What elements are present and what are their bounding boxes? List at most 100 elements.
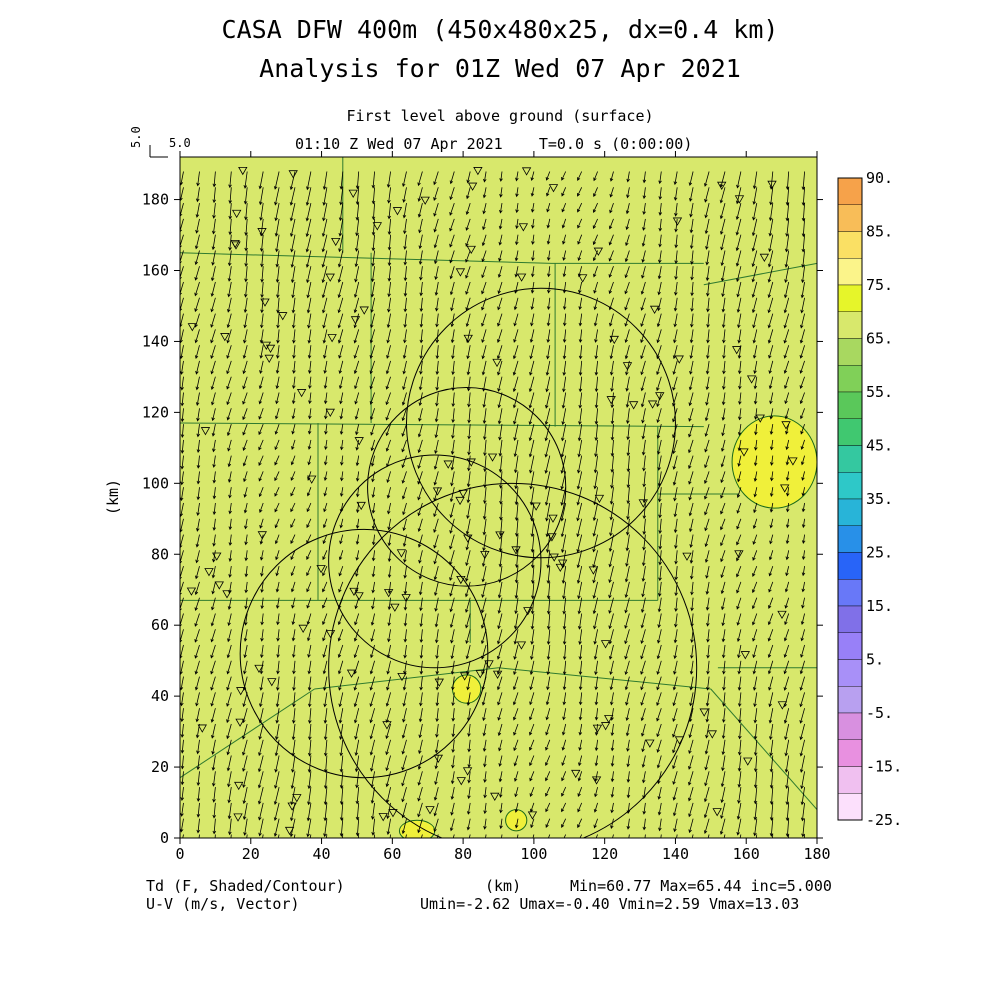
wind-vector [562,597,567,615]
wind-vector [560,502,567,522]
td-high-region [451,674,482,704]
wind-vector [385,755,391,772]
wind-vector [290,565,296,577]
wind-vector [258,408,264,420]
wind-vector [451,376,455,392]
wind-vector [180,771,185,786]
wind-vector [180,329,184,344]
wind-vector [403,629,408,643]
wind-vector [353,313,360,329]
county-boundary [179,252,704,264]
wind-vector [276,313,280,329]
wind-vector [402,360,407,375]
wind-vector [258,739,264,757]
wind-vector [307,787,312,806]
wind-vector [576,471,583,490]
wind-vector [371,250,375,267]
wind-vector [355,203,360,221]
colorbar-label: -15. [866,758,902,776]
wind-vector [275,692,280,708]
wind-vector [370,313,375,329]
wind-vector [277,834,280,838]
wind-vector [195,218,200,234]
wind-vector [402,171,407,188]
wind-vector [354,408,360,420]
wind-vector [385,376,391,390]
wind-vector [354,266,360,283]
wind-vector [322,534,328,545]
radar-range-ring [367,387,567,587]
wind-vector [450,644,455,660]
wind-vector [450,313,455,328]
wind-vector [194,345,200,360]
wind-vector [306,502,312,513]
wind-vector [180,534,184,549]
wind-vector [435,723,439,738]
wind-vector [514,786,519,798]
wind-vector [434,439,439,455]
wind-vector [275,250,280,268]
wind-vector [194,329,200,344]
colorbar-swatch [837,712,863,740]
wind-vector [242,360,248,375]
wind-vector [547,834,551,838]
wind-vector [546,187,551,197]
wind-vector [417,802,423,818]
wind-vector [402,518,407,532]
wind-vector [594,408,599,425]
wind-vector [257,755,264,773]
wind-vector [307,329,312,344]
wind-vector [433,234,439,249]
colorbar-swatch [837,498,863,526]
wind-vector [514,266,519,278]
wind-vector [243,297,248,314]
wind-vector [243,629,248,642]
wind-vector [369,692,375,708]
wind-vector [578,708,583,721]
wind-vector [180,787,185,802]
wind-vector [562,676,567,691]
wind-vector [354,723,360,740]
wind-vector [212,787,216,803]
wind-vector [243,471,248,483]
wind-vector [273,171,280,190]
wind-vector [561,771,567,782]
wind-vector [402,676,407,691]
wind-vector [228,566,232,578]
wind-vector [467,723,471,737]
county-boundary [703,262,818,286]
colorbar-swatch [837,739,863,767]
x-tick-label: 60 [383,845,401,863]
wind-vector [210,660,216,675]
wind-vector [258,392,264,405]
wind-vector [371,471,375,483]
wind-vector [496,329,503,343]
wind-vector [465,550,471,567]
wind-vector [545,708,551,721]
wind-vector [530,644,535,661]
wind-vector [450,297,455,312]
wind-vector [195,187,200,203]
wind-vector [562,281,567,294]
wind-vector [577,218,583,229]
wind-vector [212,203,216,219]
wind-vector [227,455,232,468]
wind-vector [274,487,280,497]
wind-vector [259,502,264,513]
wind-vector [322,313,328,329]
wind-vector [433,487,439,502]
wind-vector [577,234,583,245]
wind-vector [337,313,344,329]
wind-vector [211,234,216,251]
wind-vector [482,218,487,231]
wind-vector [417,755,423,770]
wind-vector [214,834,216,838]
wind-vector [401,755,407,771]
wind-vector [401,392,407,406]
wind-vector [339,755,344,773]
wind-vector [244,250,248,267]
wind-vector [561,802,567,813]
wind-vector [561,723,567,736]
wind-vector [467,787,471,800]
wind-vector [418,739,423,755]
